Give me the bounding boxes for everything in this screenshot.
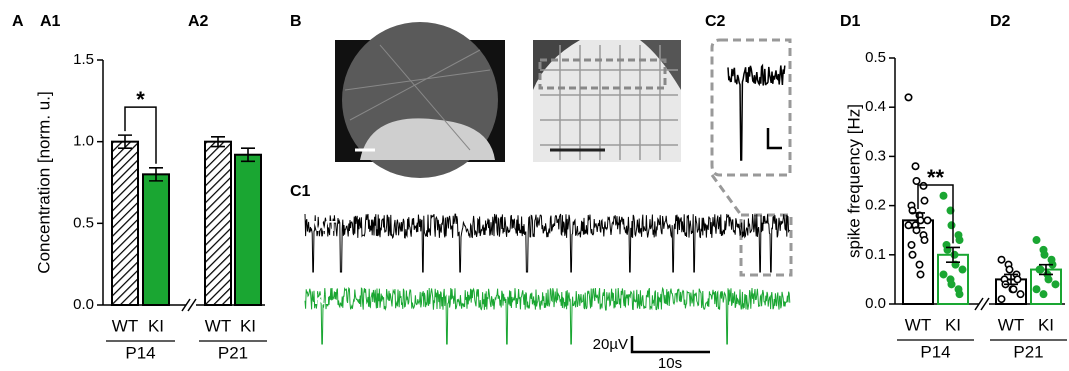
data-point	[912, 163, 918, 169]
data-point	[1041, 252, 1047, 258]
group-label: P21	[218, 343, 248, 362]
y-tick-label: 1.5	[73, 51, 94, 68]
y-tick-label: 0.0	[865, 295, 886, 312]
data-point	[1017, 291, 1023, 297]
data-point	[1033, 286, 1039, 292]
x-tick-label: WT	[998, 315, 1024, 334]
bar	[112, 142, 138, 305]
trace-label: KI	[314, 291, 329, 308]
group-label: P21	[1013, 342, 1043, 361]
data-point	[940, 193, 946, 199]
x-tick-label: KI	[148, 316, 164, 335]
data-point	[921, 237, 927, 243]
data-point	[959, 266, 965, 272]
figure: 20µV 10s A A1 A2 B C1 C2 D1 D2 WT KI 0.0 0.5 1.0 1.5 C…	[0, 0, 1069, 371]
trace-label: WT	[314, 218, 337, 235]
data-point	[913, 178, 919, 184]
x-tick-label: WT	[905, 315, 931, 334]
y-tick-label: 0.2	[865, 197, 886, 214]
data-point	[1006, 266, 1012, 272]
electrode-array-image	[533, 40, 681, 162]
y-tick-label: 0.1	[865, 246, 886, 263]
data-point	[998, 296, 1004, 302]
inset-scale-bar	[768, 128, 782, 148]
y-tick-label: 0.4	[865, 98, 886, 115]
data-point	[921, 197, 927, 203]
trace	[305, 288, 790, 344]
scale-y-label: 20µV	[593, 336, 628, 353]
panel-label: C2	[705, 13, 726, 30]
data-point	[948, 281, 954, 287]
x-tick-label: WT	[205, 316, 231, 335]
data-point	[905, 94, 911, 100]
scale-x-label: 10s	[658, 355, 682, 371]
data-point	[908, 242, 914, 248]
bar	[143, 174, 169, 305]
scale-bar	[632, 336, 710, 352]
data-point	[909, 252, 915, 258]
group-label: P14	[920, 342, 950, 361]
significance-label: **	[927, 165, 945, 190]
data-point	[905, 222, 911, 228]
y-axis-label: Concentration [norm. u.]	[34, 91, 53, 273]
data-point	[1052, 281, 1058, 287]
data-point	[1010, 286, 1016, 292]
x-tick-label: WT	[112, 316, 138, 335]
panel-label: A1	[40, 13, 61, 30]
panel-label: A2	[188, 13, 209, 30]
panel-label: B	[290, 13, 302, 30]
data-point	[956, 291, 962, 297]
significance-label: *	[136, 87, 145, 112]
y-tick-label: 1.0	[73, 133, 94, 150]
x-tick-label: KI	[945, 315, 961, 334]
data-point	[920, 183, 926, 189]
data-point	[1014, 276, 1020, 282]
inset-trace	[728, 66, 785, 161]
data-point	[1045, 276, 1051, 282]
y-tick-label: 0.5	[73, 214, 94, 231]
y-tick-label: 0.3	[865, 147, 886, 164]
panel-label: A	[12, 13, 24, 30]
data-point	[1040, 291, 1046, 297]
data-point	[1037, 266, 1043, 272]
bar	[235, 155, 261, 305]
x-tick-label: KI	[240, 316, 256, 335]
panel-label: D2	[990, 13, 1011, 30]
data-point	[924, 217, 930, 223]
microscope-image	[335, 22, 505, 178]
panel-label: D1	[840, 13, 861, 30]
bar	[205, 142, 231, 305]
y-axis-label: spike frequency [Hz]	[844, 104, 863, 258]
data-point	[916, 261, 922, 267]
data-point	[917, 271, 923, 277]
group-label: P14	[125, 343, 155, 362]
y-tick-label: 0.5	[865, 49, 886, 66]
data-point	[1033, 237, 1039, 243]
trace	[305, 214, 790, 272]
panel-label: C1	[290, 183, 311, 200]
data-point	[998, 257, 1004, 263]
data-point	[956, 237, 962, 243]
y-tick-label: 0.0	[73, 296, 94, 313]
x-tick-label: KI	[1038, 315, 1054, 334]
data-point	[940, 271, 946, 277]
